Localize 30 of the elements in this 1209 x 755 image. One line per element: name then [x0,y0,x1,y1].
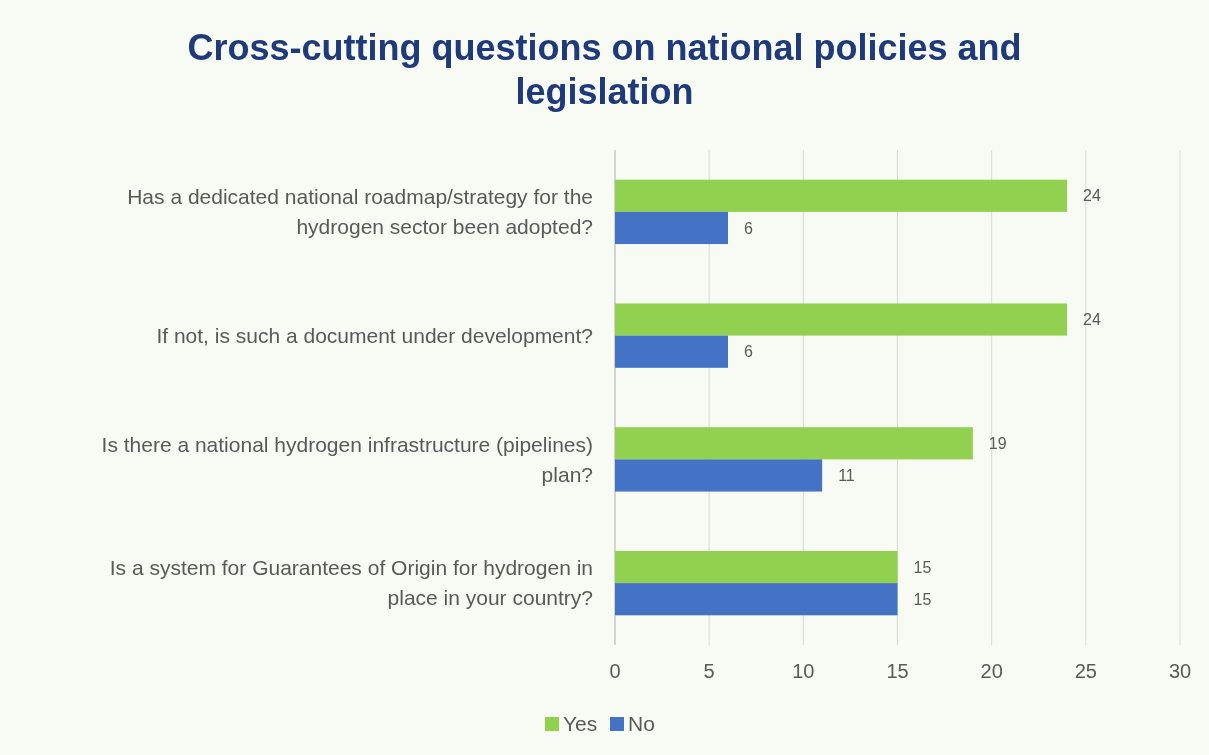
data-label: 15 [913,590,932,608]
data-label: 24 [1083,187,1101,205]
bar [615,211,728,245]
y-tick-label: If not, is such a document under development? [156,323,593,347]
y-tick-label: Is there a national hydrogen infrastructure (pipelines) plan? [101,432,593,486]
chart-title: Cross-cutting questions on national policies and legislation [187,27,1022,112]
data-label: 6 [744,343,753,361]
data-label: 11 [838,467,855,485]
data-label: 19 [988,434,1007,452]
data-label: 6 [744,219,753,237]
x-tick-label: 5 [703,660,715,682]
bar [615,179,1067,212]
bar [615,427,973,460]
x-tick-label: 20 [980,660,1003,682]
bar [615,335,728,368]
legend-label: No [628,712,655,736]
bar [615,550,898,584]
y-tick-label: Has a dedicated national roadmap/strategy for the hydrogen sector been adopted? [127,185,593,239]
x-tick-label: 25 [1074,660,1097,682]
legend-label: Yes [563,712,598,736]
y-tick-label: Is a system for Guarantees of Origin for hydrogen in place in your country? [109,556,593,610]
bar [615,583,898,616]
bar [615,303,1067,336]
x-tick-label: 0 [609,660,621,682]
data-label: 24 [1083,311,1101,329]
x-tick-label: 30 [1168,660,1192,682]
bar [615,459,823,492]
x-tick-label: 10 [792,660,815,682]
x-tick-label: 15 [886,660,909,682]
data-label: 15 [913,558,932,576]
